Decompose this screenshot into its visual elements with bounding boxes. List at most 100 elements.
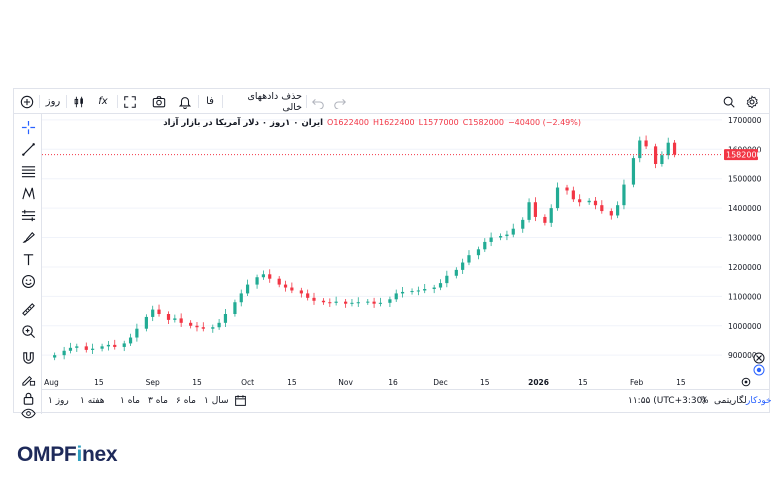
price-tick-label: 1200000 bbox=[728, 263, 762, 272]
calendar-icon bbox=[235, 395, 246, 406]
brand-logo: OMPFinex bbox=[17, 443, 118, 466]
text-tool[interactable] bbox=[19, 250, 37, 268]
measure-tool[interactable] bbox=[19, 206, 37, 224]
plus-circle-icon bbox=[20, 95, 34, 108]
fx-icon: fx bbox=[98, 96, 108, 107]
legend-open: O1622400 bbox=[327, 118, 369, 127]
redo-button[interactable] bbox=[332, 93, 348, 110]
range-1m[interactable]: ماه ۱ bbox=[120, 396, 140, 406]
candle bbox=[290, 282, 294, 294]
candle bbox=[555, 182, 560, 211]
auto-toggle[interactable]: خودکار bbox=[746, 396, 772, 406]
time-tick-label: Aug bbox=[44, 378, 59, 387]
range-3m[interactable]: ماه ۳ bbox=[148, 396, 168, 406]
zoom-in-tool[interactable] bbox=[19, 322, 37, 340]
time-tick-label: Dec bbox=[433, 378, 448, 387]
emoji-tool[interactable] bbox=[19, 272, 37, 290]
language-button[interactable]: فا bbox=[206, 96, 214, 107]
add-symbol-button[interactable] bbox=[18, 93, 36, 110]
ruler-tool[interactable] bbox=[19, 300, 37, 318]
candle bbox=[312, 292, 316, 305]
timezone-button[interactable]: ۱۱:۵۵ (UTC+3:30) bbox=[628, 396, 706, 406]
stay-in-drawing-tool[interactable] bbox=[19, 370, 37, 388]
crosshair-icon bbox=[21, 120, 35, 134]
scroll-to-realtime-buttons[interactable] bbox=[753, 352, 765, 376]
pencil-lock-icon bbox=[21, 375, 35, 386]
candle bbox=[255, 274, 259, 289]
candle bbox=[366, 299, 370, 305]
range-1d[interactable]: روز ۱ bbox=[48, 396, 69, 406]
candle bbox=[128, 333, 133, 347]
legend-title[interactable]: ایران ۰ ۱روز ۰ دلار آمریکا در بازار آزاد bbox=[163, 118, 324, 128]
indicators-button[interactable]: fx bbox=[94, 93, 112, 110]
candle bbox=[499, 233, 503, 241]
pattern-tool[interactable] bbox=[19, 184, 37, 202]
time-tick-label: 15 bbox=[287, 378, 297, 387]
date-range-button[interactable] bbox=[234, 394, 247, 410]
hide-drawings-tool[interactable] bbox=[19, 406, 37, 420]
snapshot-button[interactable] bbox=[150, 93, 168, 110]
brush-tool[interactable] bbox=[19, 228, 37, 246]
candle bbox=[578, 194, 582, 207]
interval-button[interactable]: روز bbox=[45, 96, 61, 107]
candle bbox=[410, 288, 414, 295]
candle bbox=[166, 311, 171, 324]
percent-toggle[interactable]: % bbox=[700, 396, 709, 406]
range-1y[interactable]: سال ۱ bbox=[204, 396, 229, 406]
candle bbox=[445, 270, 449, 288]
legend-high: H1622400 bbox=[372, 118, 415, 127]
candle bbox=[113, 339, 117, 350]
candle bbox=[571, 186, 575, 202]
axis-settings-button[interactable] bbox=[741, 377, 751, 387]
candle bbox=[454, 267, 458, 279]
candle bbox=[223, 309, 228, 327]
time-tick-label: 15 bbox=[480, 378, 490, 387]
candle bbox=[388, 296, 392, 307]
search-chart-button[interactable] bbox=[720, 93, 738, 110]
price-tick-label: 1500000 bbox=[728, 175, 762, 184]
candle bbox=[631, 155, 636, 188]
candle bbox=[660, 151, 664, 167]
candle bbox=[356, 297, 360, 307]
time-tick-label: Oct bbox=[241, 378, 254, 387]
time-tick-label: 15 bbox=[578, 378, 588, 387]
candle bbox=[378, 297, 383, 307]
candle bbox=[211, 324, 215, 333]
clear-empty-data-button[interactable]: حذف دادههای خالی bbox=[247, 90, 302, 113]
candle bbox=[666, 137, 670, 160]
undo-icon bbox=[312, 98, 324, 109]
price-chart[interactable]: 900000 1000000 1100000 1200000 1300000 140000… bbox=[42, 114, 769, 389]
alert-button[interactable] bbox=[176, 93, 194, 110]
bell-icon bbox=[178, 96, 192, 109]
time-axis[interactable]: Aug 15 Sep 15 Oct 15 Nov 16 Dec 15 2026 15 Feb 15 bbox=[44, 378, 686, 387]
candle bbox=[321, 298, 326, 305]
candle bbox=[233, 299, 237, 317]
candles-style-button[interactable] bbox=[70, 93, 88, 110]
range-6m[interactable]: ماه ۶ bbox=[176, 396, 196, 406]
candle bbox=[505, 230, 509, 241]
candle bbox=[217, 319, 221, 330]
fib-tool[interactable] bbox=[19, 162, 37, 180]
trendline-tool[interactable] bbox=[19, 140, 37, 158]
ruler-icon bbox=[21, 302, 35, 316]
ruler-lines-icon bbox=[21, 209, 35, 221]
candle bbox=[100, 343, 104, 352]
current-price-label: 1582000 bbox=[726, 151, 762, 160]
camera-icon bbox=[152, 95, 166, 107]
crosshair-tool[interactable] bbox=[19, 118, 37, 136]
lock-drawings-tool[interactable] bbox=[19, 389, 37, 407]
range-1w[interactable]: هفته ۱ bbox=[80, 396, 105, 406]
candle bbox=[106, 341, 111, 351]
text-icon bbox=[23, 253, 33, 265]
fullscreen-button[interactable] bbox=[121, 93, 139, 110]
candle bbox=[653, 143, 658, 169]
undo-button[interactable] bbox=[310, 93, 326, 110]
candle bbox=[157, 304, 161, 317]
log-toggle[interactable]: لگاریتمی bbox=[714, 396, 747, 406]
candle bbox=[245, 279, 250, 297]
zoom-in-icon bbox=[21, 324, 35, 338]
time-tick-label: 15 bbox=[192, 378, 202, 387]
settings-button[interactable] bbox=[743, 93, 761, 110]
magnet-tool[interactable] bbox=[19, 348, 37, 366]
candle bbox=[179, 313, 183, 327]
